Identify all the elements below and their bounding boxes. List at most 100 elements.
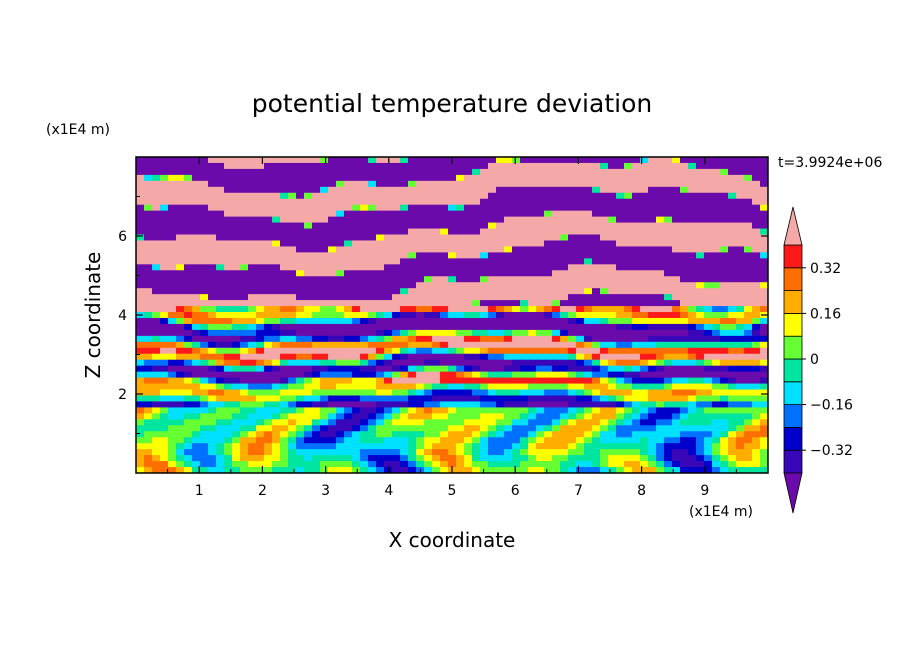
contour-cell [408, 359, 417, 367]
contour-cell [184, 192, 193, 200]
contour-cell [536, 306, 545, 313]
contour-cell [488, 395, 497, 403]
contour-cell [672, 371, 681, 379]
contour-cell [640, 312, 649, 319]
contour-cell [744, 359, 753, 367]
contour-cell [640, 437, 649, 444]
contour-cell [760, 365, 768, 373]
contour-cell [584, 443, 593, 450]
contour-cell [304, 306, 313, 313]
contour-cell [360, 192, 369, 200]
contour-cell [760, 383, 768, 391]
contour-cell [352, 407, 361, 414]
contour-cell [728, 395, 737, 403]
contour-cell [312, 437, 321, 444]
contour-cell [408, 300, 417, 307]
contour-cell [752, 246, 761, 253]
contour-cell [672, 210, 681, 218]
contour-cell [240, 228, 249, 236]
contour-cell [368, 162, 377, 170]
contour-cell [760, 288, 768, 295]
contour-cell [536, 455, 545, 462]
contour-cell [440, 276, 449, 283]
contour-cell [264, 347, 273, 355]
contour-cell [544, 157, 553, 164]
contour-cell [240, 306, 249, 313]
contour-cell [320, 162, 329, 170]
contour-cell [440, 198, 449, 206]
contour-cell [328, 359, 337, 367]
contour-cell [720, 162, 729, 170]
contour-cell [520, 377, 529, 385]
contour-cell [256, 300, 265, 307]
contour-cell [320, 246, 329, 253]
contour-cell [536, 168, 545, 176]
contour-cell [152, 157, 161, 164]
contour-cell [672, 204, 681, 212]
contour-cell [680, 425, 689, 432]
contour-cell [584, 413, 593, 420]
contour-cell [632, 180, 641, 188]
contour-cell [144, 282, 153, 289]
contour-cell [264, 162, 273, 170]
contour-cell [480, 395, 489, 403]
contour-cell [360, 228, 369, 236]
contour-cell [720, 234, 729, 242]
colorbar-segment [783, 381, 803, 405]
contour-cell [176, 192, 185, 200]
contour-cell [216, 210, 225, 218]
contour-cell [568, 329, 577, 337]
contour-cell [416, 228, 425, 236]
contour-cell [512, 258, 521, 265]
contour-cell [696, 395, 705, 403]
contour-cell [656, 317, 665, 325]
contour-cell [552, 270, 561, 277]
contour-cell [432, 240, 441, 248]
contour-cell [256, 168, 265, 176]
contour-cell [672, 329, 681, 337]
contour-cell [376, 407, 385, 414]
contour-cell [400, 222, 409, 230]
contour-cell [336, 353, 345, 361]
contour-cell [488, 306, 497, 313]
contour-cell [520, 282, 529, 289]
contour-cell [568, 371, 577, 379]
contour-cell [328, 449, 337, 456]
contour-cell [136, 288, 145, 295]
contour-cell [312, 258, 321, 265]
contour-cell [432, 335, 441, 343]
contour-cell [312, 312, 321, 319]
contour-cell [576, 323, 585, 331]
contour-cell [176, 300, 185, 307]
contour-cell [536, 407, 545, 414]
contour-cell [608, 467, 617, 473]
contour-cell [432, 216, 441, 224]
contour-cell [736, 252, 745, 259]
contour-cell [168, 329, 177, 337]
contour-cell [568, 234, 577, 242]
contour-cell [504, 157, 513, 164]
contour-cell [520, 383, 529, 391]
contour-cell [760, 240, 768, 248]
contour-cell [384, 461, 393, 468]
contour-cell [328, 323, 337, 331]
contour-cell [360, 288, 369, 295]
contour-cell [504, 210, 513, 218]
contour-cell [264, 180, 273, 188]
contour-cell [488, 157, 497, 164]
contour-cell [296, 317, 305, 325]
contour-cell [320, 335, 329, 343]
contour-cell [712, 353, 721, 361]
contour-cell [616, 157, 625, 164]
contour-cell [384, 419, 393, 426]
contour-cell [256, 455, 265, 462]
contour-cell [472, 210, 481, 218]
contour-cell [184, 198, 193, 206]
contour-cell [464, 204, 473, 212]
contour-cell [696, 317, 705, 325]
contour-cell [288, 312, 297, 319]
contour-cell [304, 252, 313, 259]
contour-cell [680, 300, 689, 307]
contour-cell [312, 461, 321, 468]
contour-cell [208, 455, 217, 462]
